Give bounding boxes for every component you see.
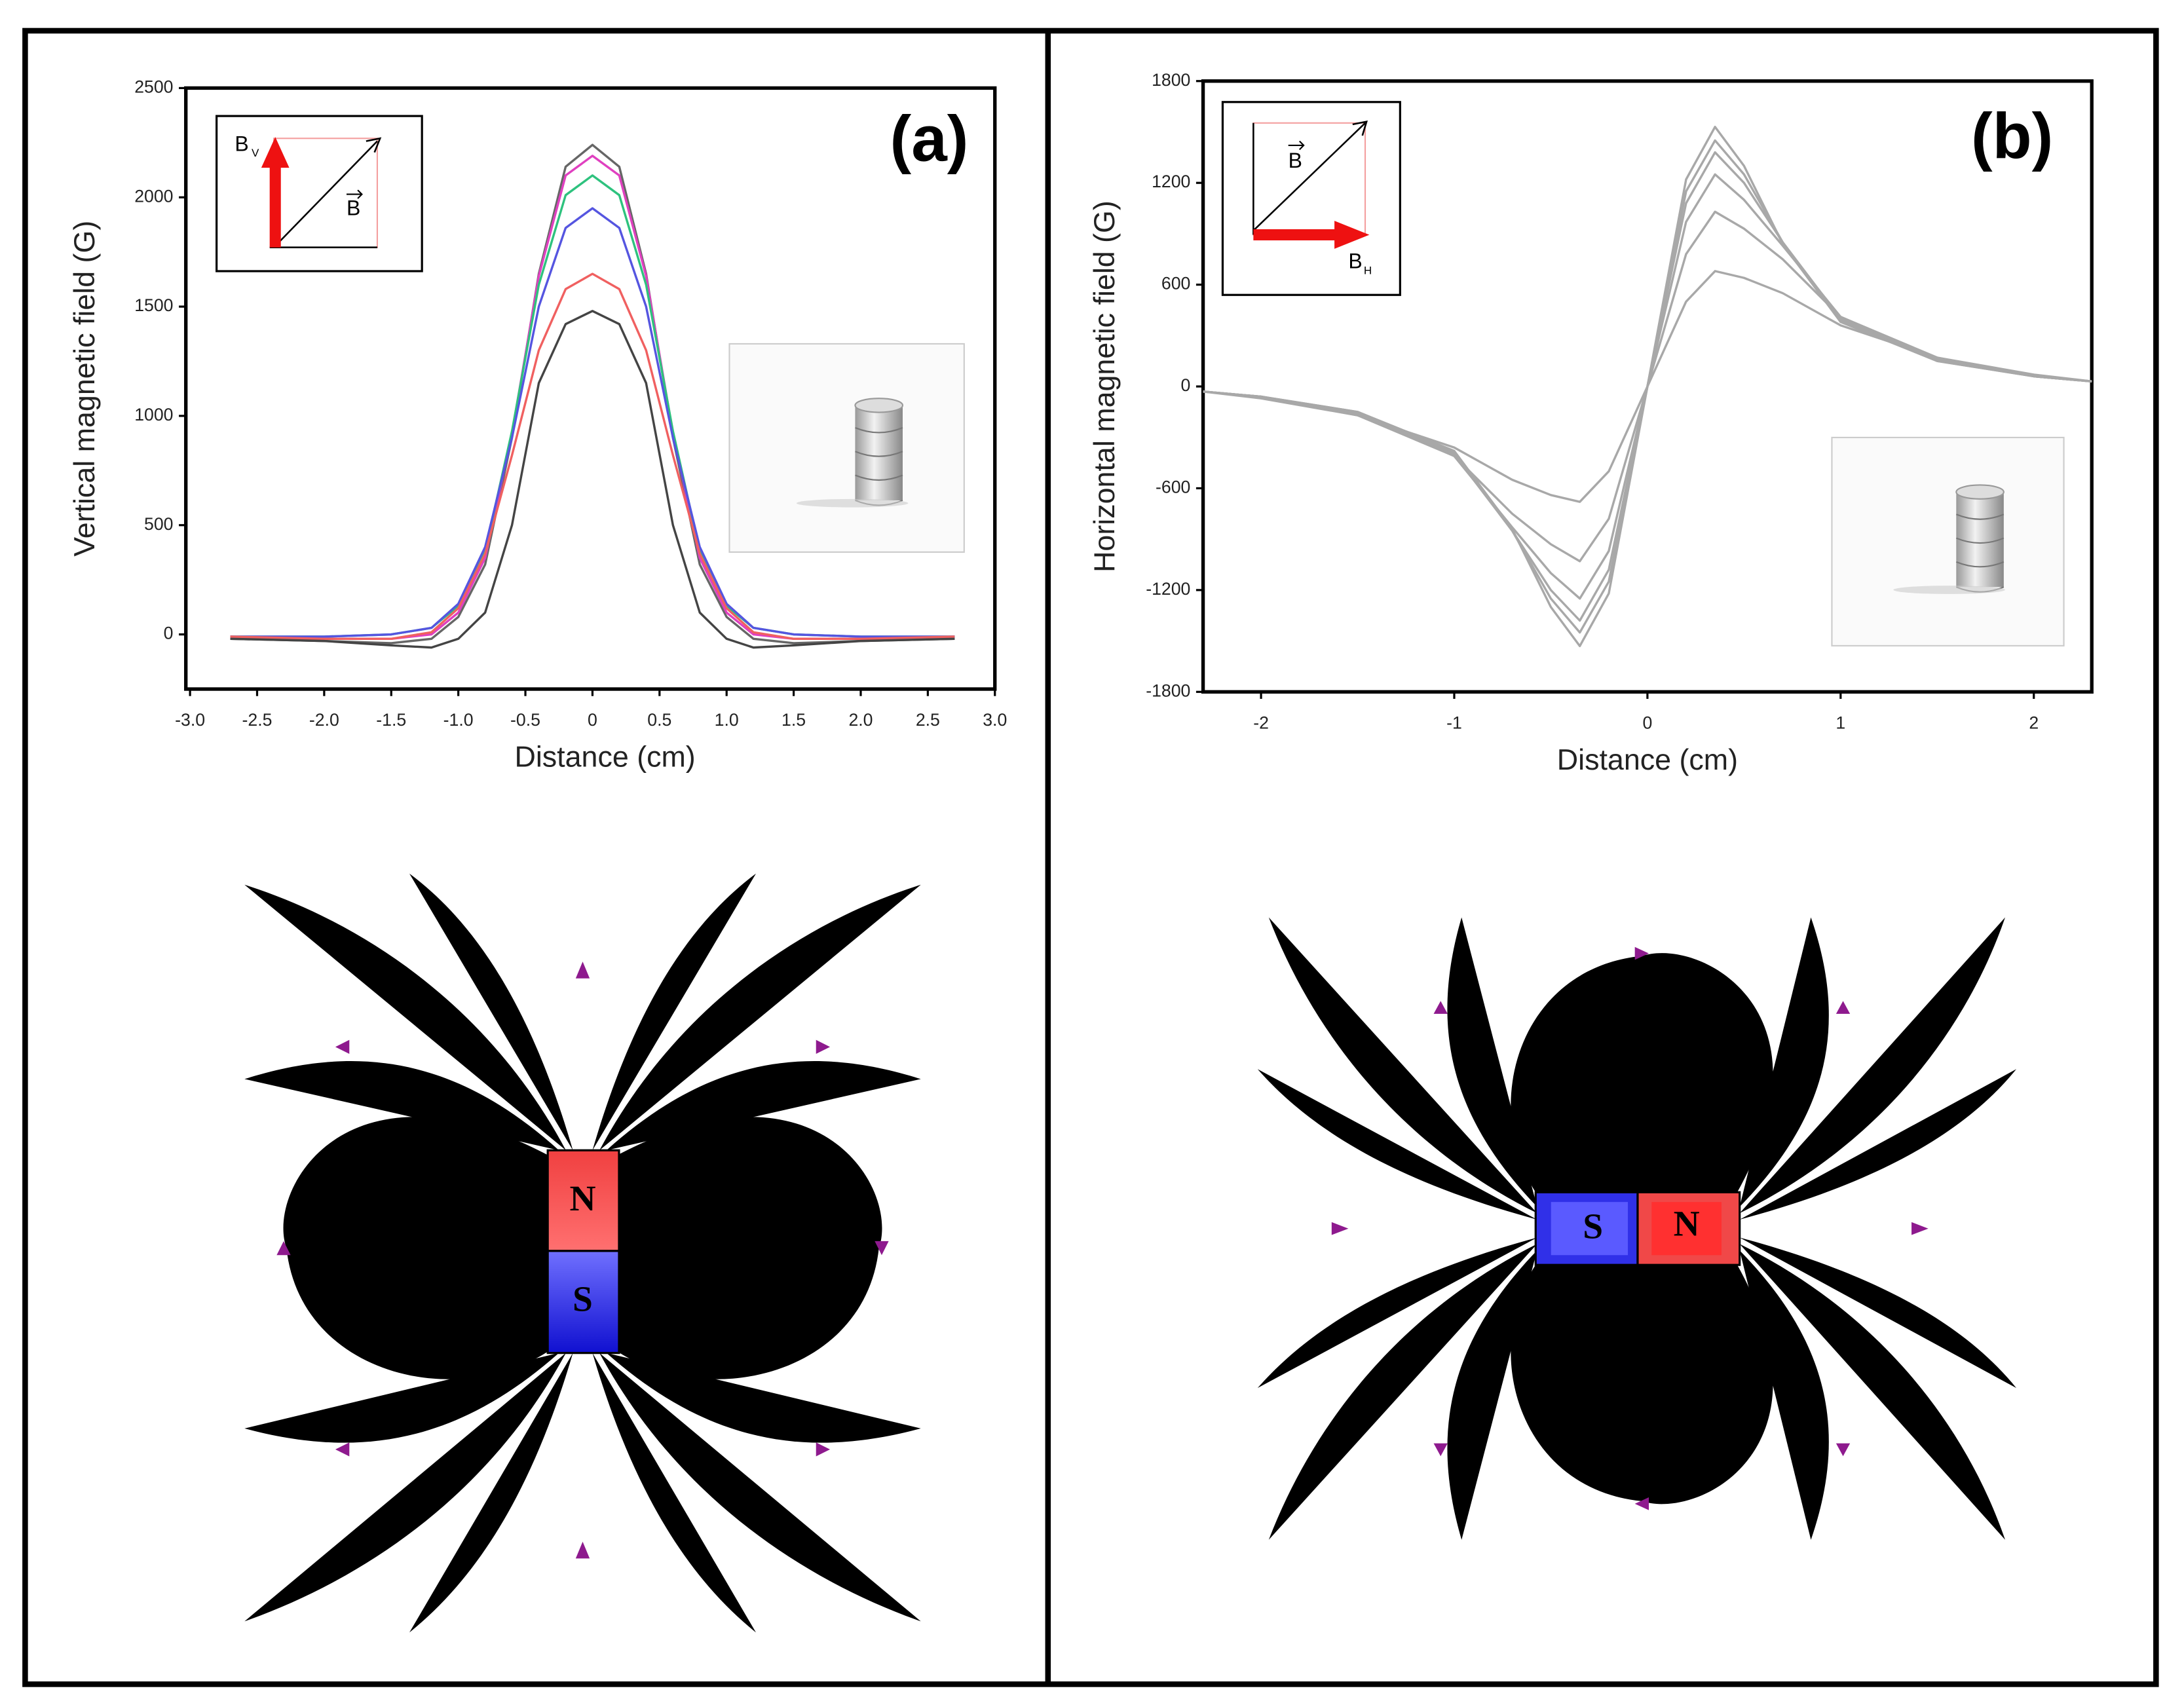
x-tick-label: -1 [1446,713,1462,732]
photo-inset [1831,436,2065,646]
x-axis-label: Distance (cm) [1557,743,1738,776]
series-line [230,310,955,649]
y-tick-label: 500 [144,514,173,534]
x-tick-label: 0 [588,710,597,730]
x-tick-label: 0.5 [647,710,671,730]
inset-label: B [235,132,248,155]
y-tick-label: 2000 [134,186,173,206]
inset-label: B [347,196,360,220]
outer-border [22,28,2159,1687]
x-tick-label: 1.5 [781,710,806,730]
series-line [230,143,955,645]
inset-label: V [252,147,259,159]
panel-label: (b) [1971,100,2053,172]
y-tick-label: -1200 [1146,579,1190,599]
x-tick-label: 2.0 [848,710,873,730]
y-tick-label: -1800 [1146,681,1190,700]
y-tick-label: 1500 [134,295,173,315]
x-axis-label: Distance (cm) [515,741,696,774]
y-axis-label: Horizontal magnetic field (G) [1088,200,1121,572]
series-line [230,272,955,640]
vector-inset: B V B [216,115,423,272]
series-line [230,155,955,640]
y-axis-label: Vertical magnetic field (G) [68,221,101,557]
series-line [230,207,955,638]
x-tick-label: -2 [1253,713,1269,732]
y-tick-label: 1200 [1152,172,1190,191]
photo-inset [728,343,965,553]
x-tick-label: -2.5 [242,710,273,730]
magnet: S N [1534,1191,1741,1266]
y-tick-label: 1000 [134,405,173,424]
x-tick-label: 2.5 [916,710,940,730]
y-tick-label: 600 [1161,274,1190,293]
y-tick-label: 0 [1181,375,1191,395]
series-line [1203,270,2092,503]
pole-label: N [1674,1203,1700,1243]
y-tick-label: 1800 [1152,70,1190,90]
pole-label: S [573,1279,593,1319]
y-tick-label: 0 [164,624,174,643]
x-tick-label: -1.5 [376,710,406,730]
x-tick-label: -3.0 [175,710,205,730]
x-tick-label: 3.0 [983,710,1007,730]
magnet: N S [546,1149,620,1355]
y-tick-label: -600 [1156,477,1190,496]
inset-label: H [1364,264,1372,276]
vector-inset: B B H [1221,101,1401,296]
panel-label: (a) [890,103,969,175]
x-tick-label: 2 [2029,713,2039,732]
x-tick-label: 1 [1836,713,1845,732]
x-tick-label: 1.0 [715,710,739,730]
x-tick-label: -0.5 [510,710,540,730]
pole-label: N [569,1178,595,1218]
x-tick-label: 0 [1642,713,1652,732]
pole-label: S [1583,1206,1603,1246]
inset-label: B [1289,149,1302,172]
x-tick-label: -2.0 [309,710,339,730]
y-tick-label: 2500 [134,77,173,96]
inset-label: B [1348,250,1362,273]
x-tick-label: -1.0 [443,710,474,730]
